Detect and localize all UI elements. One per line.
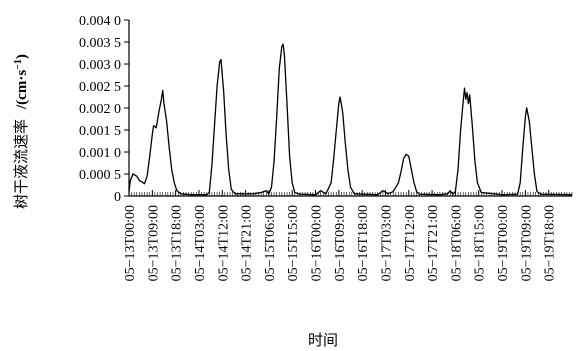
y-tick-label: 0.001 0 <box>79 146 121 161</box>
y-tick-label: 0.000 5 <box>79 168 121 183</box>
x-tick-label: 05−14T12:00 <box>216 205 231 281</box>
x-tick-label: 05−18T15:00 <box>473 205 488 281</box>
x-tick-label: 05−14T03:00 <box>193 205 208 281</box>
x-tick-label: 05−14T21:00 <box>240 205 255 281</box>
x-tick-label: 05−16T18:00 <box>356 205 371 281</box>
y-axis: 0 0.000 5 0.001 0 0.001 5 0.002 0 0.002 5 0.00… <box>79 14 130 205</box>
x-tick-label: 05−19T09:00 <box>519 205 534 281</box>
y-tick-label: 0.002 0 <box>79 102 121 117</box>
x-tick-label: 05−16T09:00 <box>333 205 348 281</box>
x-tick-label: 05−17T12:00 <box>403 205 418 281</box>
y-tick-label: 0.004 0 <box>79 14 121 29</box>
y-tick-label: 0 <box>114 190 121 205</box>
sap-flow-line <box>128 43 573 196</box>
series-layer <box>128 43 573 196</box>
x-tick-label: 05−19T18:00 <box>543 205 558 281</box>
x-axis: 05−13T00:00 05−13T09:00 05−13T18:00 05−14T0… <box>123 190 573 281</box>
x-axis-title: 时间 <box>308 331 338 349</box>
y-axis-title-text: 树干液流速率 <box>12 119 30 209</box>
x-tick-label: 05−17T03:00 <box>379 205 394 281</box>
y-axis-title: 树干液流速率 /(cm·s−1) <box>12 54 30 209</box>
x-tick-label: 05−18T06:00 <box>449 205 464 281</box>
y-axis-title-unit: /(cm·s−1) <box>13 54 31 110</box>
y-tick-label: 0.003 5 <box>79 36 121 51</box>
x-tick-label: 05−13T09:00 <box>146 205 161 281</box>
x-tick-label: 05−13T00:00 <box>123 205 138 281</box>
x-tick-label: 05−15T06:00 <box>263 205 278 281</box>
y-tick-label: 0.003 0 <box>79 58 121 73</box>
x-tick-label: 05−16T00:00 <box>310 205 325 281</box>
x-tick-label: 05−13T18:00 <box>170 205 185 281</box>
x-tick-label: 05−19T00:00 <box>496 205 511 281</box>
y-tick-label: 0.001 5 <box>79 124 121 139</box>
x-tick-label: 05−15T15:00 <box>286 205 301 281</box>
x-tick-label: 05−17T21:00 <box>426 205 441 281</box>
y-tick-label: 0.002 5 <box>79 80 121 95</box>
y-axis-title-exponent: −1 <box>13 59 24 70</box>
